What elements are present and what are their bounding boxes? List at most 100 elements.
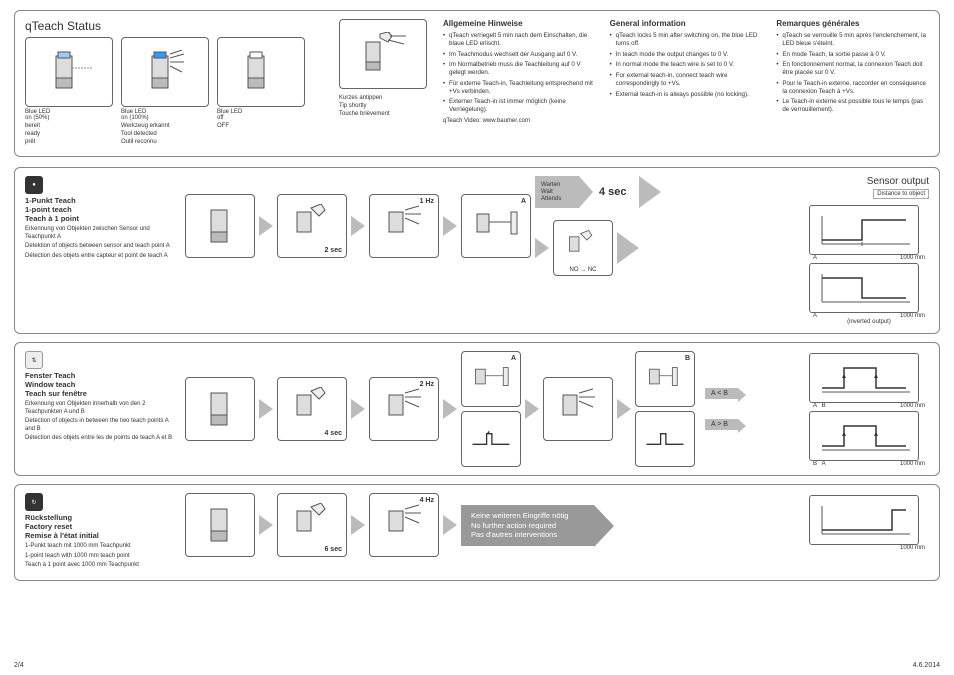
section-window: ⇅ Fenster Teach Window teach Teach sur f…: [14, 342, 940, 476]
teach-icon: ●: [25, 176, 43, 194]
info-item: Externer Teach-in ist immer möglich (kei…: [443, 98, 596, 114]
title-de: Rückstellung: [25, 513, 175, 522]
title-en: 1-point teach: [25, 205, 175, 214]
onepoint-left: ● 1-Punkt Teach 1-point teach Teach à 1 …: [25, 176, 175, 262]
output-graph-reset: [809, 495, 919, 545]
banner-de: Keine weiteren Eingriffe nötig: [471, 511, 568, 521]
time-label: 6 sec: [324, 546, 342, 553]
status-col: Blue LED on (50%): [25, 37, 113, 121]
axis-a: A: [813, 313, 817, 319]
reset-flow: 6 sec 4 Hz Keine weiteren Eingriffe nöti…: [185, 493, 799, 557]
qteach-status-block: qTeach Status Blue LED on (50%) Blue LED…: [25, 19, 325, 146]
info-item: Pour le Teach-in externe, raccorder en c…: [776, 80, 929, 96]
action-banner: Keine weiteren Eingriffe nötig No furthe…: [461, 505, 594, 546]
flow-step: [185, 493, 255, 557]
info-de-heading: Allgemeine Hinweise: [443, 19, 596, 28]
title-fr: Teach sur fenêtre: [25, 389, 175, 398]
flow-step: 6 sec: [277, 493, 347, 557]
wait-fr: Attends: [541, 196, 573, 203]
desc-en: 1-point teach with 1000 mm teach point: [25, 553, 175, 561]
inverted-caption: (inverted output): [809, 319, 929, 325]
state-fr: prêt: [25, 139, 113, 147]
tip-image: [339, 19, 427, 89]
info-fr-heading: Remarques générales: [776, 19, 929, 28]
window-flow: 4 sec 2 Hz A B A < B A > B: [185, 351, 799, 467]
flow-step-a: A: [461, 351, 521, 407]
info-item: In teach mode the output changes to 0 V.: [610, 51, 763, 59]
teach-icon: ⇅: [25, 351, 43, 369]
info-item: En fonctionnement normal, la connexion T…: [776, 61, 929, 77]
nonc-label: NO → NC: [554, 267, 612, 273]
status-box-off: [217, 37, 305, 107]
section-onepoint: ● 1-Punkt Teach 1-point teach Teach à 1 …: [14, 167, 940, 334]
wait-de: Warten: [541, 182, 573, 189]
teach-icon: ↻: [25, 493, 43, 511]
status-box-50: [25, 37, 113, 107]
state-en: Tool detected: [121, 131, 209, 139]
flow-step: [185, 377, 255, 441]
flow-step: 2 Hz: [369, 377, 439, 441]
flow-step: [543, 377, 613, 441]
info-fr: Remarques générales qTeach se verrouille…: [776, 19, 929, 146]
info-item: For external teach-in, connect teach wir…: [610, 72, 763, 88]
arrow-icon: [259, 216, 273, 236]
arrow-icon: [443, 515, 457, 535]
point-a: A: [521, 198, 526, 205]
freq-label: 1 Hz: [420, 198, 434, 205]
state-de: Werkzeug erkannt: [121, 123, 209, 131]
info-en: General information qTeach locks 5 min a…: [610, 19, 763, 146]
led-caption-off: Blue LED off: [217, 109, 305, 121]
arrow-icon: [259, 399, 273, 419]
info-de: Allgemeine Hinweise qTeach verriegelt 5 …: [443, 19, 596, 146]
output-graph-ba: [809, 411, 919, 461]
title-de: 1-Punkt Teach: [25, 196, 175, 205]
axis-1000: 1000 mm: [900, 545, 925, 551]
state-de: OFF: [217, 123, 305, 131]
state-en: ready: [25, 131, 113, 139]
info-en-heading: General information: [610, 19, 763, 28]
title-en: Window teach: [25, 380, 175, 389]
desc-de: Erkennung von Objekten innerhalb von den…: [25, 401, 175, 416]
desc-en: Detection of objects in between the two …: [25, 418, 175, 433]
flow-step-pulse: [461, 411, 521, 467]
arrow-icon: [617, 399, 631, 419]
arrow-icon: [525, 399, 539, 419]
flow-step: 2 sec: [277, 194, 347, 258]
desc-fr: Détection des objets entre capteur et po…: [25, 253, 175, 261]
info-item: In normal mode the teach wire is set to …: [610, 61, 763, 69]
desc-de: 1-Punkt teach mit 1000 mm Teachpunkt: [25, 543, 175, 551]
axis-a: A: [813, 255, 817, 261]
freq-label: 4 Hz: [420, 497, 434, 504]
axis-1000: 1000 mm: [900, 403, 925, 409]
time-label: 4 sec: [324, 430, 342, 437]
freq-label: 2 Hz: [420, 381, 434, 388]
arrow-icon: [443, 399, 457, 419]
info-item: En mode Teach, la sortie passe à 0 V.: [776, 51, 929, 59]
banner-fr: Pas d'autres interventions: [471, 530, 568, 540]
cond-ab: A < B: [705, 388, 738, 399]
output-graph-inv: [809, 263, 919, 313]
tip-de: Kurzes antippen: [339, 95, 429, 103]
time-label: 2 sec: [324, 247, 342, 254]
arrow-icon: [259, 515, 273, 535]
sensor-output-block: Sensor output Distance to object A1000 m…: [809, 176, 929, 325]
cond-ba: A > B: [705, 419, 738, 430]
output-graph-ab: [809, 353, 919, 403]
info-item: External teach-in is always possible (no…: [610, 91, 763, 99]
tip-block: Kurzes antippen Tip shortly Touche brièv…: [339, 19, 429, 146]
sensor-output-sub: Distance to object: [873, 189, 929, 199]
status-box-100: [121, 37, 209, 107]
point-b: B: [685, 355, 690, 362]
flow-step: [185, 194, 255, 258]
flow-step: NO → NC: [553, 220, 613, 276]
flow-step: 4 Hz: [369, 493, 439, 557]
flow-step: 4 sec: [277, 377, 347, 441]
footer: 2/4 4.6.2014: [14, 662, 940, 669]
info-item: Im Normalbetrieb muss die Teachleitung a…: [443, 61, 596, 77]
desc-en: Detektion of objects between sensor and …: [25, 243, 175, 251]
banner-en: No further action required: [471, 521, 568, 531]
output-graph: [809, 205, 919, 255]
arrow-icon: [535, 238, 549, 258]
page-number: 2/4: [14, 662, 24, 669]
split-arrows: Warten Wait Attends 4 sec NO → NC: [535, 176, 661, 276]
